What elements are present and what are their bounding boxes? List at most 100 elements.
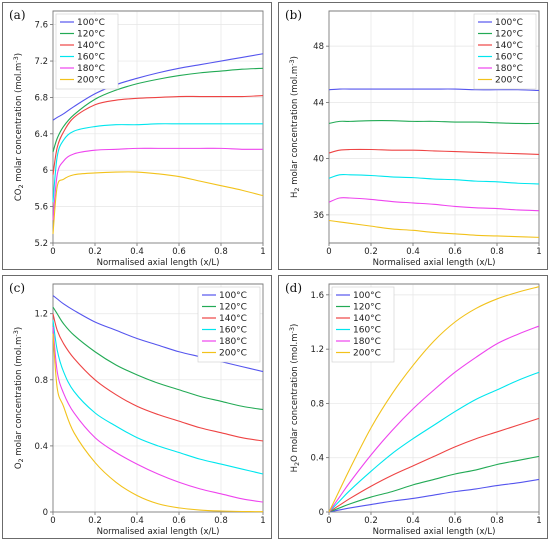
y-axis-title-sub: 2 <box>293 187 301 191</box>
y-tick-label: 1.6 <box>310 291 324 301</box>
plot-border-b <box>328 10 540 244</box>
y-axis-title-part: ) <box>14 327 24 330</box>
x-tick-label: 0.8 <box>490 516 504 526</box>
y-tick-label: 36 <box>313 211 324 221</box>
y-tick-label: 0.4 <box>310 454 324 464</box>
y-axis-title-sub: 2 <box>17 184 25 188</box>
y-tick-label: 6 <box>43 166 48 176</box>
legend-label: 160°C <box>77 53 105 63</box>
x-tick-label: 0.6 <box>448 247 462 257</box>
legend-label: 140°C <box>219 314 247 324</box>
x-tick-label: 0.4 <box>406 247 420 257</box>
y-tick-label: 40 <box>313 155 324 165</box>
series-line-d-2 <box>328 417 540 513</box>
y-tick-label: 6.8 <box>34 93 48 103</box>
series-line-a-3 <box>52 123 263 203</box>
legend-label: 100°C <box>495 18 523 28</box>
chart-b-svg: 0 0.2 0.4 0.6 0.8 1 36 40 44 48 Normalised axial l… <box>285 8 542 268</box>
x-tick-label: 0.6 <box>172 247 186 257</box>
chart-a-svg: 0 0.2 0.4 0.6 0.8 1 5.2 5.6 6 6.4 6.8 7.2 7.6 Normali… <box>9 8 266 268</box>
x-tick-label: 0.8 <box>214 516 228 526</box>
y-axis-title-sup: -3 <box>288 59 296 65</box>
y-tick-label: 0.4 <box>34 442 48 452</box>
x-tick-label: 0.8 <box>214 247 228 257</box>
series-line-b-1 <box>328 120 540 125</box>
x-tick-label: 1 <box>536 516 541 526</box>
y-axis-title-part: ) <box>14 53 24 56</box>
panel-label-a: (a) <box>9 8 26 22</box>
series-line-c-3 <box>52 320 264 475</box>
legend-label: 120°C <box>353 303 381 313</box>
x-tick-label: 0.2 <box>364 516 378 526</box>
legend-label: 180°C <box>353 337 381 347</box>
y-axis-title: O2 molar concentration (mol.m-3) <box>12 327 25 469</box>
panel-label-b: (b) <box>285 8 302 22</box>
panel-d-h2o-chart: 0 0.2 0.4 0.6 0.8 1 0 0.4 0.8 1.2 1.6 Normalised ax… <box>278 275 548 539</box>
legend-label: 180°C <box>495 64 523 74</box>
plot-border-a <box>52 10 264 244</box>
y-axis-title-part: molar concentration (mol.m <box>14 337 24 459</box>
x-axis-title: Normalised axial length (x/L) <box>373 527 496 537</box>
panel-c-o2-chart: 0 0.2 0.4 0.6 0.8 1 0 0.4 0.8 1.2 Normalised axial… <box>2 275 272 539</box>
y-axis-title: CO2 molar concentration (mol.m-3) <box>12 53 25 201</box>
series-line-c-2 <box>52 313 264 442</box>
y-tick-label: 6.4 <box>34 130 48 140</box>
y-axis-title-sup: -3 <box>288 327 296 333</box>
y-axis-title-sup: -3 <box>12 56 20 62</box>
series-line-b-3 <box>328 173 540 185</box>
series-line-b-2 <box>328 148 540 155</box>
y-tick-label: 48 <box>313 42 324 52</box>
legend-label: 140°C <box>495 41 523 51</box>
x-tick-label: 0.8 <box>490 247 504 257</box>
series-line-a-1 <box>52 67 264 153</box>
x-tick-label: 1 <box>260 516 265 526</box>
x-tick-label: 1 <box>536 247 541 257</box>
plot-border-c <box>52 283 264 513</box>
legend-label: 100°C <box>353 291 381 301</box>
series-line-d-3 <box>328 371 540 513</box>
legend-label: 160°C <box>495 53 523 63</box>
series-line-b-4 <box>328 197 540 212</box>
y-axis-title: H2O molar concentration (mol.m-3) <box>288 324 301 473</box>
series-line-c-1 <box>52 306 264 411</box>
series-line-b-5 <box>328 219 540 238</box>
y-axis-title-sub: 2 <box>17 458 25 462</box>
series-line-d-5 <box>328 286 540 513</box>
x-axis-title: Normalised axial length (x/L) <box>373 258 496 268</box>
x-tick-label: 0.6 <box>448 516 462 526</box>
y-tick-label: 7.2 <box>34 57 48 67</box>
legend-box <box>55 13 119 90</box>
y-tick-label: 0.8 <box>34 376 48 386</box>
y-axis-title-part: H <box>290 192 300 198</box>
legend-label: 100°C <box>77 18 105 28</box>
legend-label: 140°C <box>77 41 105 51</box>
x-tick-label: 0 <box>326 516 331 526</box>
y-tick-label: 7.6 <box>34 21 48 31</box>
y-axis-title: H2 molar concentration (mol.m-3) <box>288 56 301 198</box>
series-line-a-4 <box>52 147 264 221</box>
legend-label: 200°C <box>77 76 105 86</box>
x-tick-label: 0.4 <box>406 516 420 526</box>
x-tick-label: 0.2 <box>88 247 102 257</box>
x-tick-label: 0.2 <box>88 516 102 526</box>
y-tick-label: 1.2 <box>34 310 48 320</box>
series-line-d-4 <box>328 325 540 513</box>
series-line-d-1 <box>328 455 540 513</box>
legend-label: 200°C <box>353 349 381 359</box>
x-tick-label: 0.6 <box>172 516 186 526</box>
y-axis-title-part: O molar concentration (mol.m <box>290 333 300 461</box>
y-axis-title-part: H <box>290 466 300 472</box>
legend-label: 140°C <box>353 314 381 324</box>
legend-label: 180°C <box>219 337 247 347</box>
y-axis-title-part: ) <box>290 324 300 327</box>
series-line-c-5 <box>52 333 264 513</box>
x-tick-label: 0.4 <box>130 247 144 257</box>
y-tick-label: 1.2 <box>310 345 324 355</box>
legend-box <box>473 13 537 90</box>
series-line-a-2 <box>52 95 264 175</box>
series-line-b-0 <box>328 88 540 91</box>
y-axis-title-sub: 2 <box>293 462 301 466</box>
panel-label-d: (d) <box>285 281 302 295</box>
